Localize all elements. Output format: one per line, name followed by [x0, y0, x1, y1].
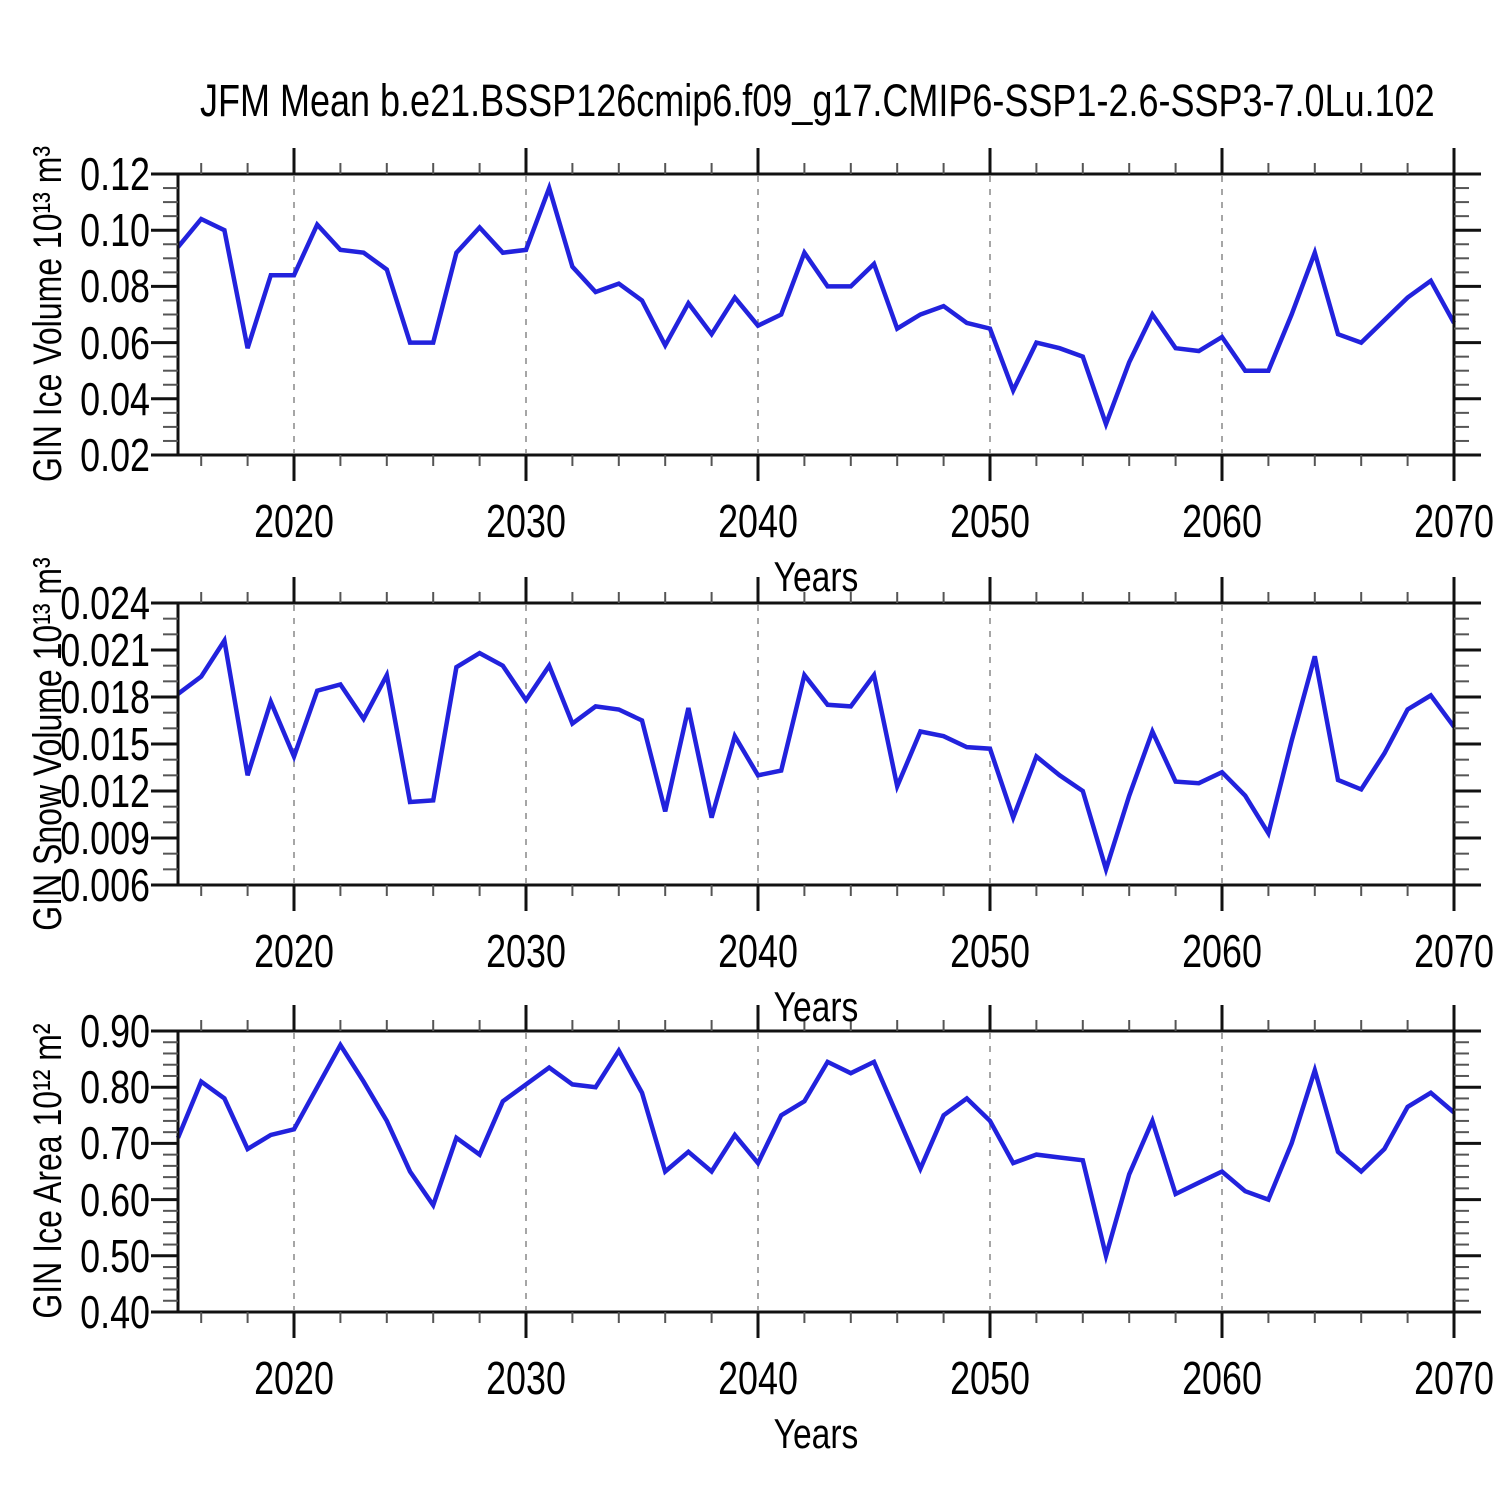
- y-tick-label: 0.015: [60, 718, 150, 770]
- y-tick-label: 0.024: [60, 577, 150, 629]
- y-tick-label: 0.04: [80, 372, 150, 425]
- x-tick-label: 2020: [254, 495, 334, 547]
- x-tick-label: 2030: [486, 1352, 566, 1404]
- series-line-panel-1: [176, 180, 1456, 431]
- y-tick-label: 0.12: [80, 148, 150, 200]
- y-tick-label: 0.012: [60, 765, 150, 817]
- y-tick-label: 0.021: [60, 624, 150, 676]
- x-tick-label: 2030: [486, 925, 566, 977]
- panel-frame-1: [176, 172, 1456, 457]
- y-tick-label: 0.80: [80, 1061, 150, 1114]
- y-tick-label: 0.06: [80, 316, 150, 369]
- x-tick-label: 2020: [254, 925, 334, 977]
- x-tick-label: 2060: [1182, 925, 1262, 977]
- y-tick-label: 0.10: [80, 204, 150, 257]
- x-tick-label: 2040: [718, 925, 798, 977]
- y-tick-label: 0.009: [60, 812, 150, 864]
- x-tick-label: 2070: [1414, 495, 1494, 547]
- y-tick-label: 0.018: [60, 671, 150, 723]
- x-tick-label: 2060: [1182, 495, 1262, 547]
- y-tick-label: 0.70: [80, 1117, 150, 1170]
- y-tick-label: 0.60: [80, 1173, 150, 1226]
- x-tick-label: 2020: [254, 1352, 334, 1404]
- y-tick-label: 0.50: [80, 1229, 150, 1282]
- x-tick-label: 2050: [950, 925, 1030, 977]
- chart-title: JFM Mean b.e21.BSSP126cmip6.f09_g17.CMIP…: [200, 75, 1435, 126]
- x-tick-label: 2040: [718, 1352, 798, 1404]
- y-tick-label: 0.006: [60, 859, 150, 911]
- panel-frame-2: [176, 601, 1456, 887]
- series-line-panel-2: [176, 634, 1456, 877]
- x-axis-title-panel-3: Years: [773, 1410, 859, 1457]
- x-axis-title-panel-1: Years: [773, 553, 859, 600]
- y-tick-label: 0.90: [80, 1005, 150, 1057]
- x-tick-label: 2050: [950, 495, 1030, 547]
- x-tick-label: 2050: [950, 1352, 1030, 1404]
- y-tick-label: 0.40: [80, 1286, 150, 1338]
- x-tick-label: 2030: [486, 495, 566, 547]
- y-tick-label: 0.02: [80, 429, 150, 481]
- y-axis-title-ice-volume: GIN Ice Volume 10¹³ m³: [26, 145, 70, 483]
- y-axis-title-ice-area: GIN Ice Area 10¹² m²: [26, 1023, 70, 1319]
- x-tick-label: 2040: [718, 495, 798, 547]
- x-tick-label: 2070: [1414, 925, 1494, 977]
- x-axis-title-panel-2: Years: [773, 983, 859, 1030]
- series-line-panel-3: [175, 1040, 1456, 1265]
- y-tick-label: 0.08: [80, 260, 150, 313]
- x-tick-label: 2070: [1414, 1352, 1494, 1404]
- panel-frame-3: [176, 1029, 1456, 1314]
- x-tick-label: 2060: [1182, 1352, 1262, 1404]
